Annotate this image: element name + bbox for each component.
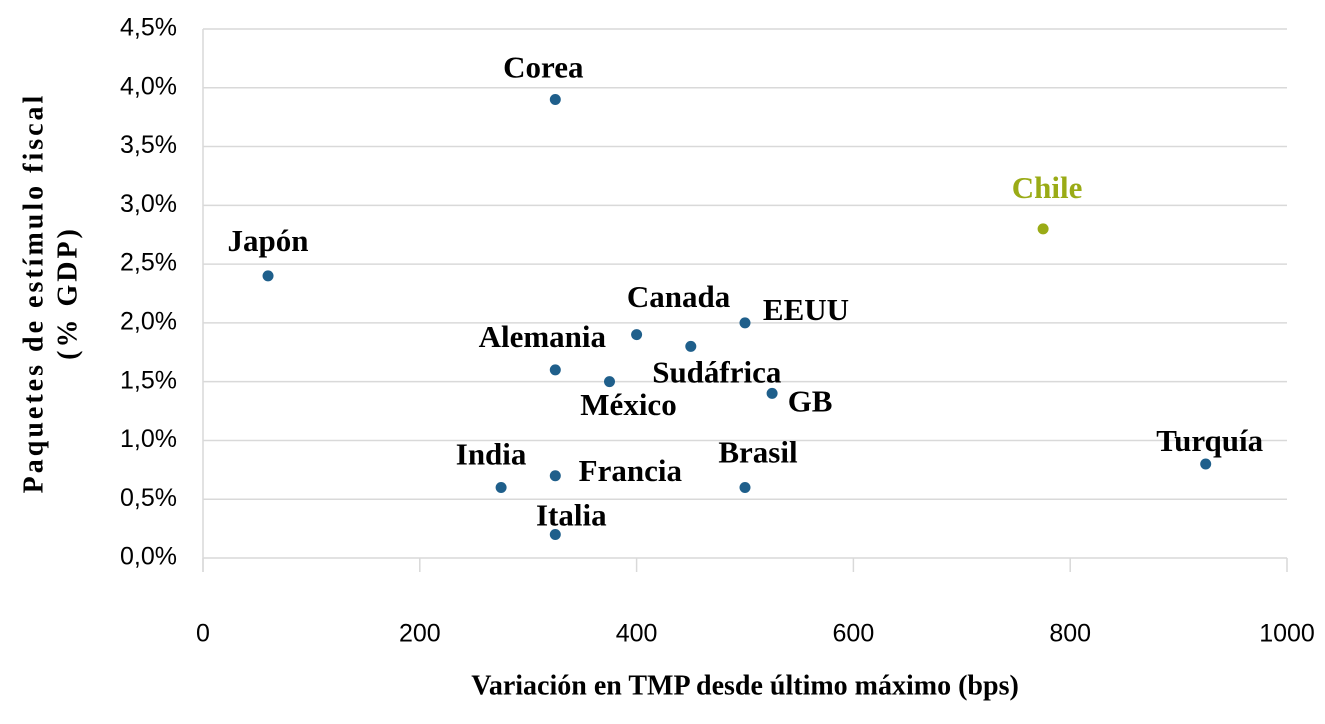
point [631, 329, 643, 341]
x-axis-title: Variación en TMP desde último máximo (bp… [471, 670, 1019, 701]
point [495, 481, 507, 493]
y-axis-title-line: (% GDP) [52, 226, 83, 360]
x-tick-label: 0 [196, 620, 210, 648]
point [549, 528, 561, 540]
x-tick-label: 600 [833, 620, 875, 648]
point [604, 376, 615, 388]
y-tick-label: 1,0% [120, 425, 177, 453]
point [549, 94, 561, 106]
point [766, 387, 778, 399]
point-label: GB [788, 384, 833, 419]
point [1200, 458, 1212, 470]
point-label: Canada [627, 279, 731, 314]
point [262, 270, 274, 282]
point [739, 481, 751, 493]
point [739, 317, 751, 329]
y-tick-label: 2,5% [120, 249, 177, 277]
point-label: India [456, 437, 527, 472]
y-tick-label: 3,0% [120, 190, 177, 218]
point-label: Alemania [479, 319, 607, 354]
y-tick-label: 1,5% [120, 366, 177, 394]
point-label: Francia [579, 453, 683, 488]
y-tick-label: 0,0% [120, 543, 177, 571]
x-tick-label: 200 [399, 620, 441, 648]
point-label: Sudáfrica [652, 355, 782, 390]
point-label: México [580, 387, 676, 422]
x-tick-label: 800 [1049, 620, 1091, 648]
point-label: Brasil [718, 435, 798, 470]
point [1037, 223, 1049, 235]
point-label: Turquía [1156, 423, 1263, 458]
y-tick-label: 0,5% [120, 484, 177, 512]
point-label: Corea [503, 50, 584, 85]
y-tick-label: 2,0% [120, 307, 177, 335]
point-label: EEUU [763, 292, 849, 327]
y-axis-title-line: Paquetes de estímulo fiscal [18, 93, 49, 494]
point [549, 470, 561, 482]
y-tick-label: 3,5% [120, 131, 177, 159]
y-axis-title: Paquetes de estímulo fiscal (% GDP) [18, 93, 83, 494]
x-tick-label: 1000 [1259, 620, 1315, 648]
point-label: Japón [228, 223, 309, 258]
x-tick-label: 400 [616, 620, 658, 648]
point-label: Italia [536, 498, 607, 533]
y-tick-label: 4,5% [120, 14, 177, 42]
y-tick-label: 4,0% [120, 72, 177, 100]
point [685, 340, 697, 352]
point-label: Chile [1012, 170, 1083, 205]
point [549, 364, 561, 376]
